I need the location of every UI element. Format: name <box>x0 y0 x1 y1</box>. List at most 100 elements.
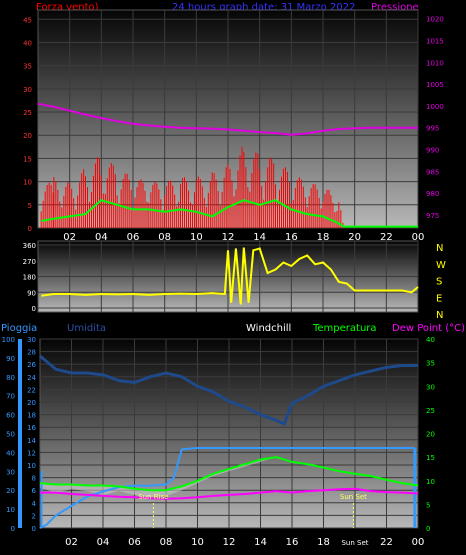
rain-tick-label: 12 <box>27 449 36 457</box>
wind-tick-label: 10 <box>23 179 32 187</box>
humidity-tick-label: 10 <box>6 506 15 514</box>
wind-average-line <box>41 199 418 228</box>
temperature-tick-label: 35 <box>426 360 435 368</box>
rain-tick-label: 14 <box>27 437 36 445</box>
pressure-line <box>37 102 418 136</box>
direction-panel-series <box>41 247 419 305</box>
pressure-tick-label: 1015 <box>426 38 444 46</box>
humidity-tick-label: 80 <box>6 374 15 382</box>
temperature-tick-label: 40 <box>426 336 435 344</box>
pressure-tick-label: 980 <box>426 190 439 198</box>
direction-tick-label: 180 <box>23 274 36 282</box>
x-tick-label: 08 <box>158 232 171 243</box>
x-tick-label: 06 <box>128 537 141 548</box>
rain-axis-title: Pioggia <box>1 323 37 334</box>
temperature-tick-label: 30 <box>426 383 435 391</box>
rain-tick-label: 26 <box>27 361 36 369</box>
wind-panel-grid <box>38 10 419 229</box>
x-tick-label: 22 <box>380 232 393 243</box>
pressure-axis-title: Pressione <box>371 2 419 13</box>
temperature-tick-label: 25 <box>426 407 435 415</box>
direction-tick-label: 0 <box>32 305 36 313</box>
sun-marker-label: Sun Set <box>340 493 367 501</box>
x-tick-label: 10 <box>190 232 203 243</box>
x-tick-label: 20 <box>348 232 361 243</box>
pressure-tick-label: 990 <box>426 147 439 155</box>
temperature-tick-label: 15 <box>426 454 435 462</box>
rain-tick-label: 0 <box>32 525 36 533</box>
pressure-tick-label: 1005 <box>426 81 444 89</box>
x-tick-label: 16 <box>285 232 298 243</box>
compass-label: N <box>436 243 443 254</box>
rain-tick-label: 30 <box>27 336 36 344</box>
rain-tick-label: 8 <box>32 475 36 483</box>
humidity-tick-label: 100 <box>2 336 15 344</box>
chart-title: 24 hours graph date: 31 Marzo 2022 <box>172 2 356 13</box>
rain-tick-label: 2 <box>32 512 36 520</box>
x-tick-label: 08 <box>160 537 173 548</box>
rain-tick-label: 18 <box>27 412 36 420</box>
humidity-line <box>39 354 418 427</box>
temperature-axis-title: Temperatura <box>312 323 377 334</box>
compass-label: W <box>436 260 446 271</box>
rain-tick-label: 6 <box>32 487 37 495</box>
wind-tick-label: 30 <box>23 86 32 94</box>
wind-tick-label: 40 <box>23 39 32 47</box>
humidity-tick-label: 30 <box>6 468 15 476</box>
pressure-tick-label: 1020 <box>426 16 444 24</box>
rain-tick-label: 16 <box>27 424 36 432</box>
humidity-tick-label: 60 <box>6 412 15 420</box>
x-tick-label: Sun Set <box>341 539 368 547</box>
humidity-tick-label: 90 <box>6 355 15 363</box>
x-tick-label: 14 <box>253 232 266 243</box>
humidity-tick-label: 40 <box>6 449 15 457</box>
humidity-tick-label: 20 <box>6 487 15 495</box>
dewpoint-line <box>40 487 419 500</box>
wind-tick-label: 20 <box>23 132 32 140</box>
humidity-tick-label: 70 <box>6 393 15 401</box>
x-tick-label: 06 <box>127 232 140 243</box>
direction-tick-label: 360 <box>23 242 36 250</box>
x-tick-label: 02 <box>63 232 76 243</box>
wind-panel-x-axis: 02 04 06 08 10 12 14 16 18 20 22 00 <box>63 232 424 243</box>
x-tick-label: 18 <box>317 537 330 548</box>
x-tick-label: 02 <box>65 537 78 548</box>
sun-markers: Sun Rise Sun Set <box>138 493 367 528</box>
temperature-tick-label: 10 <box>426 478 435 486</box>
wind-tick-label: 5 <box>28 202 32 210</box>
x-tick-label: 14 <box>254 537 267 548</box>
temperature-tick-label: 20 <box>426 431 435 439</box>
sun-marker-label: Sun Rise <box>138 493 168 501</box>
x-tick-label: 00 <box>412 232 425 243</box>
compass-label: S <box>436 277 442 288</box>
wind-tick-label: 0 <box>28 225 32 233</box>
wind-speed-axis: 0 5 10 15 20 25 30 35 40 45 <box>23 16 32 233</box>
pressure-tick-label: 1010 <box>426 59 444 67</box>
wind-tick-label: 45 <box>23 16 32 24</box>
climate-panel-x-axis: 02 04 06 08 10 12 14 16 18 Sun Set 22 00 <box>65 537 424 548</box>
compass-label: N <box>436 310 443 321</box>
humidity-tick-label: 50 <box>6 431 15 439</box>
wind-tick-label: 35 <box>23 63 32 71</box>
rain-tick-label: 28 <box>27 349 36 357</box>
temperature-tick-label: 0 <box>426 525 430 533</box>
pressure-tick-label: 975 <box>426 212 439 220</box>
windchill-legend: Windchill <box>246 323 291 334</box>
x-tick-label: 22 <box>380 537 393 548</box>
wind-tick-label: 15 <box>23 155 32 163</box>
pressure-tick-label: 995 <box>426 125 439 133</box>
wind-direction-line <box>41 247 419 305</box>
climate-panel-series <box>39 354 419 529</box>
direction-degree-axis: 0 90 180 270 360 <box>23 242 36 313</box>
direction-tick-label: 90 <box>27 289 36 297</box>
pressure-tick-label: 1000 <box>426 103 444 111</box>
x-tick-label: 04 <box>95 232 108 243</box>
x-tick-label: 18 <box>317 232 330 243</box>
rain-tick-label: 20 <box>27 399 36 407</box>
temperature-axis-ticks: 0 5 10 15 20 25 30 35 40 <box>426 336 435 533</box>
x-tick-label: 04 <box>97 537 110 548</box>
rain-line <box>39 447 415 529</box>
